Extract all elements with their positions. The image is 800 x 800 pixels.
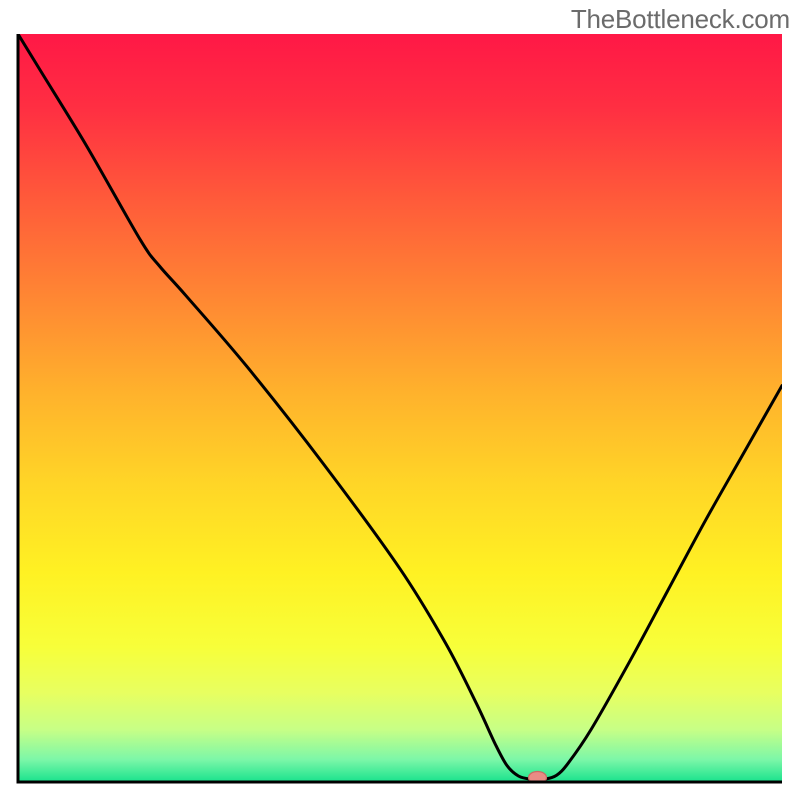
plot-background [18, 34, 782, 782]
chart-svg [0, 0, 800, 800]
bottleneck-chart: TheBottleneck.com [0, 0, 800, 800]
watermark-text: TheBottleneck.com [571, 4, 790, 35]
